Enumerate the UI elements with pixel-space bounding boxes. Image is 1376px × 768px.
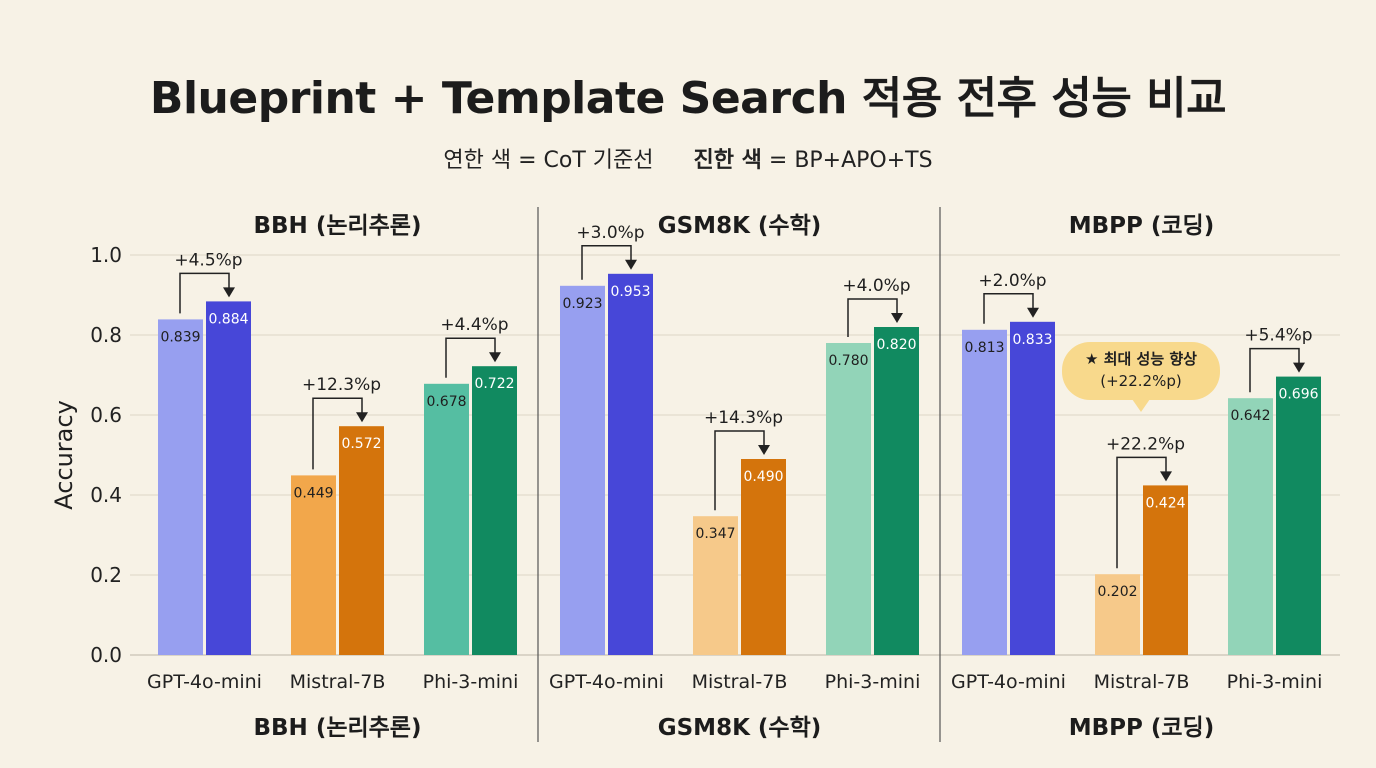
legend-baseline-label: 연한 색 = CoT 기준선 (443, 148, 654, 173)
delta-label: +3.0%p (576, 223, 644, 243)
legend-line: 연한 색 = CoT 기준선 진한 색 = BP+APO+TS (0, 142, 1376, 174)
max-gain-callout: ★ 최대 성능 향상 (+22.2%p) (1062, 342, 1220, 412)
y-tick-label: 0.4 (90, 483, 122, 507)
x-tick-label: GPT-4o-mini (951, 671, 1066, 693)
x-tick-label: GPT-4o-mini (147, 671, 262, 693)
bar-baseline (693, 516, 738, 655)
delta-arrowhead (1027, 307, 1039, 318)
bar-improved-label: 0.490 (743, 469, 783, 485)
delta-arrowhead (489, 352, 501, 363)
bar-improved (741, 459, 786, 655)
bar-baseline (560, 285, 605, 655)
bar-baseline-label: 0.813 (964, 340, 1004, 356)
x-tick-label: Mistral-7B (290, 671, 386, 693)
delta-label: +2.0%p (978, 271, 1046, 291)
bar-baseline-label: 0.923 (562, 296, 602, 312)
bar-improved (206, 301, 251, 655)
panel-title: MBPP (코딩) (1069, 213, 1214, 239)
x-tick-label: Phi-3-mini (423, 671, 519, 693)
bar-improved (1276, 376, 1321, 655)
delta-label: +4.4%p (440, 315, 508, 335)
callout-line1: ★ 최대 성능 향상 (1085, 350, 1197, 368)
delta-arrowhead (1160, 471, 1172, 482)
delta-arrowhead (223, 287, 235, 298)
panel-footer-title: BBH (논리추론) (254, 715, 422, 741)
y-tick-label: 1.0 (90, 243, 122, 267)
bar-baseline-label: 0.839 (160, 329, 200, 345)
delta-bracket (1249, 347, 1300, 393)
bar-baseline-label: 0.780 (828, 353, 868, 369)
bar-improved (472, 366, 517, 655)
bar-baseline-label: 0.202 (1097, 584, 1137, 600)
delta-label: +12.3%p (302, 375, 381, 395)
bar-baseline-label: 0.347 (695, 526, 735, 542)
panel-title: GSM8K (수학) (658, 213, 822, 239)
bar-improved (1143, 485, 1188, 655)
delta-bracket (179, 272, 230, 314)
bar-improved-label: 0.820 (876, 337, 916, 353)
bar-improved (339, 426, 384, 655)
delta-bracket (312, 397, 363, 470)
bar-improved-label: 0.424 (1145, 495, 1185, 511)
delta-label: +22.2%p (1106, 434, 1185, 454)
delta-bracket (581, 245, 632, 280)
delta-arrowhead (891, 313, 903, 323)
bar-baseline (424, 383, 469, 655)
delta-bracket (714, 430, 765, 511)
y-tick-label: 0.0 (90, 643, 122, 667)
y-tick-label: 0.6 (90, 403, 122, 427)
delta-bracket (847, 298, 898, 337)
delta-label: +5.4%p (1244, 326, 1312, 346)
legend-improved-strong: 진한 색 (693, 148, 762, 173)
delta-bracket (983, 293, 1034, 324)
x-tick-label: GPT-4o-mini (549, 671, 664, 693)
bar-improved-label: 0.884 (208, 311, 248, 327)
bar-baseline (1095, 574, 1140, 655)
y-tick-label: 0.8 (90, 323, 122, 347)
delta-label: +4.5%p (174, 250, 242, 270)
panel-footer-title: MBPP (코딩) (1069, 715, 1214, 741)
delta-arrowhead (758, 445, 770, 455)
chart-title: Blueprint + Template Search 적용 전후 성능 비교 (149, 73, 1227, 124)
bar-baseline-label: 0.642 (1230, 408, 1270, 424)
bar-improved-label: 0.722 (474, 376, 514, 392)
x-tick-label: Phi-3-mini (825, 671, 921, 693)
panel-title: BBH (논리추론) (254, 213, 422, 239)
bar-baseline (1228, 398, 1273, 655)
panel-footer-title: GSM8K (수학) (658, 715, 822, 741)
bar-improved (874, 327, 919, 655)
delta-bracket (445, 337, 496, 378)
legend-improved-rest: = BP+APO+TS (761, 148, 933, 173)
delta-label: +14.3%p (704, 408, 783, 428)
bar-improved-label: 0.953 (610, 284, 650, 300)
bar-improved-label: 0.696 (1278, 387, 1318, 403)
x-tick-label: Mistral-7B (1094, 671, 1190, 693)
delta-arrowhead (625, 259, 637, 270)
callout-line2: (+22.2%p) (1100, 372, 1182, 390)
y-tick-label: 0.2 (90, 563, 122, 587)
bar-baseline (826, 343, 871, 655)
delta-arrowhead (1293, 362, 1305, 373)
bar-improved (1010, 321, 1055, 655)
bar-baseline (962, 329, 1007, 655)
bar-improved (608, 273, 653, 655)
bar-improved-label: 0.833 (1012, 332, 1052, 348)
bar-baseline (291, 475, 336, 655)
bar-improved-label: 0.572 (341, 436, 381, 452)
delta-bracket (1116, 456, 1167, 569)
delta-arrowhead (356, 412, 368, 423)
y-axis-label: Accuracy (50, 400, 78, 510)
x-tick-label: Phi-3-mini (1227, 671, 1323, 693)
bar-baseline-label: 0.678 (426, 394, 466, 410)
bar-baseline-label: 0.449 (293, 485, 333, 501)
x-tick-label: Mistral-7B (692, 671, 788, 693)
delta-label: +4.0%p (842, 276, 910, 296)
bar-baseline (158, 319, 203, 655)
